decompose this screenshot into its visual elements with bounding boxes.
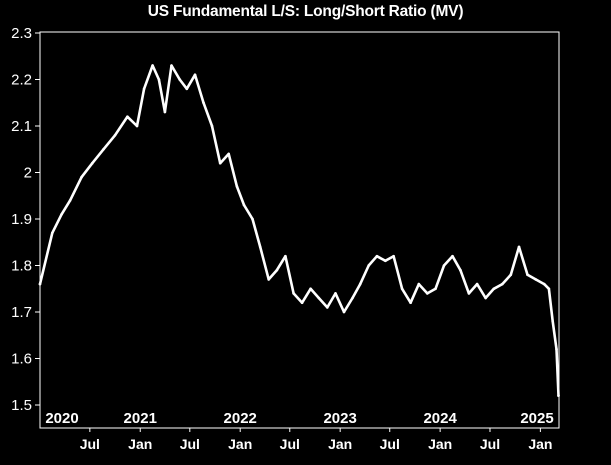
series-point	[284, 254, 287, 258]
series-point	[275, 268, 279, 272]
series-point	[102, 148, 105, 151]
y-tick-label: 2.2	[11, 72, 32, 89]
x-month-label: Jan	[428, 436, 452, 452]
series-point	[151, 64, 154, 67]
series-point	[434, 287, 437, 291]
x-year-label: 2024	[423, 410, 457, 427]
series-point	[185, 87, 189, 91]
series-point	[193, 73, 197, 77]
plot-frame	[39, 31, 560, 429]
series-point	[451, 254, 454, 258]
x-month-label: Jul	[280, 436, 300, 452]
series-point	[326, 306, 329, 309]
series-point	[351, 296, 354, 300]
series-point	[409, 301, 412, 305]
x-year-label: 2020	[45, 410, 78, 427]
series-point	[51, 231, 54, 235]
series-point	[442, 264, 446, 267]
series-point	[218, 161, 222, 165]
series-point	[300, 301, 304, 305]
series-point	[375, 254, 379, 258]
x-month-label: Jan	[328, 436, 352, 452]
series-point	[551, 320, 554, 323]
series-point	[91, 161, 94, 165]
series-point	[68, 199, 72, 202]
series-point	[367, 264, 371, 267]
series-point	[417, 282, 421, 286]
series-point	[292, 292, 295, 295]
series-point	[170, 64, 173, 67]
series-point	[384, 259, 387, 263]
y-tick-label: 1.5	[11, 397, 32, 414]
series-point	[142, 87, 146, 91]
y-tick-label: 2	[24, 165, 32, 182]
y-tick-label: 1.9	[11, 211, 32, 228]
series-point	[334, 292, 337, 295]
series-point	[475, 282, 479, 286]
x-month-label: Jan	[528, 436, 552, 452]
series-point	[202, 101, 205, 104]
series-point	[38, 282, 42, 286]
series-point	[113, 134, 117, 137]
series-point	[484, 296, 487, 300]
series-point	[557, 394, 560, 398]
series-point	[60, 213, 63, 216]
series-point	[135, 124, 139, 128]
series-point	[309, 287, 312, 291]
x-month-label: Jul	[480, 436, 500, 452]
x-month-label: Jul	[80, 436, 100, 452]
series-point	[157, 78, 161, 81]
series-point	[400, 287, 404, 291]
chart-title: US Fundamental L/S: Long/Short Ratio (MV…	[147, 3, 464, 20]
series-point	[251, 217, 254, 221]
series-layer	[38, 64, 560, 398]
x-axis: 2020 2021 2022 2023 2024 2025 Jul Jan Jul Jan Jul J…	[45, 410, 553, 452]
series-point	[426, 292, 429, 295]
x-year-label: 2021	[124, 410, 157, 427]
y-axis: 2.3 2.2 2.1 2 1.9 1.8 1.7 1.6 1.5	[11, 25, 40, 414]
series-point	[242, 203, 246, 207]
x-month-label: Jul	[180, 436, 200, 452]
series-line	[38, 64, 560, 398]
series-point	[163, 110, 167, 114]
series-point	[509, 273, 513, 277]
series-point	[258, 245, 262, 249]
series-point	[178, 78, 181, 81]
x-month-label: Jan	[128, 436, 152, 452]
series-point	[342, 310, 346, 314]
series-point	[227, 152, 230, 156]
series-point	[534, 278, 537, 281]
series-point	[267, 278, 271, 281]
series-point	[526, 273, 529, 277]
y-tick-label: 2.1	[11, 118, 32, 135]
series-point	[459, 268, 462, 272]
series-point	[317, 296, 321, 300]
y-tick-label: 1.6	[11, 351, 32, 368]
x-year-label: 2023	[323, 410, 356, 427]
series-point	[547, 287, 551, 291]
x-year-label: 2022	[224, 410, 257, 427]
series-point	[555, 347, 558, 351]
series-point	[517, 245, 521, 249]
y-tick-label: 2.3	[11, 25, 32, 42]
y-tick-label: 1.8	[11, 258, 32, 275]
series-point	[492, 287, 496, 291]
series-point	[126, 115, 129, 118]
x-month-label: Jan	[228, 436, 252, 452]
series-point	[392, 254, 395, 258]
x-month-label: Jul	[380, 436, 400, 452]
series-point	[80, 175, 83, 179]
series-point	[467, 292, 471, 295]
series-point	[210, 124, 214, 128]
series-point	[501, 282, 504, 286]
y-tick-label: 1.7	[11, 304, 32, 321]
x-year-label: 2025	[520, 410, 553, 427]
series-point	[542, 282, 546, 286]
series-point	[358, 282, 362, 286]
series-point	[235, 185, 239, 188]
